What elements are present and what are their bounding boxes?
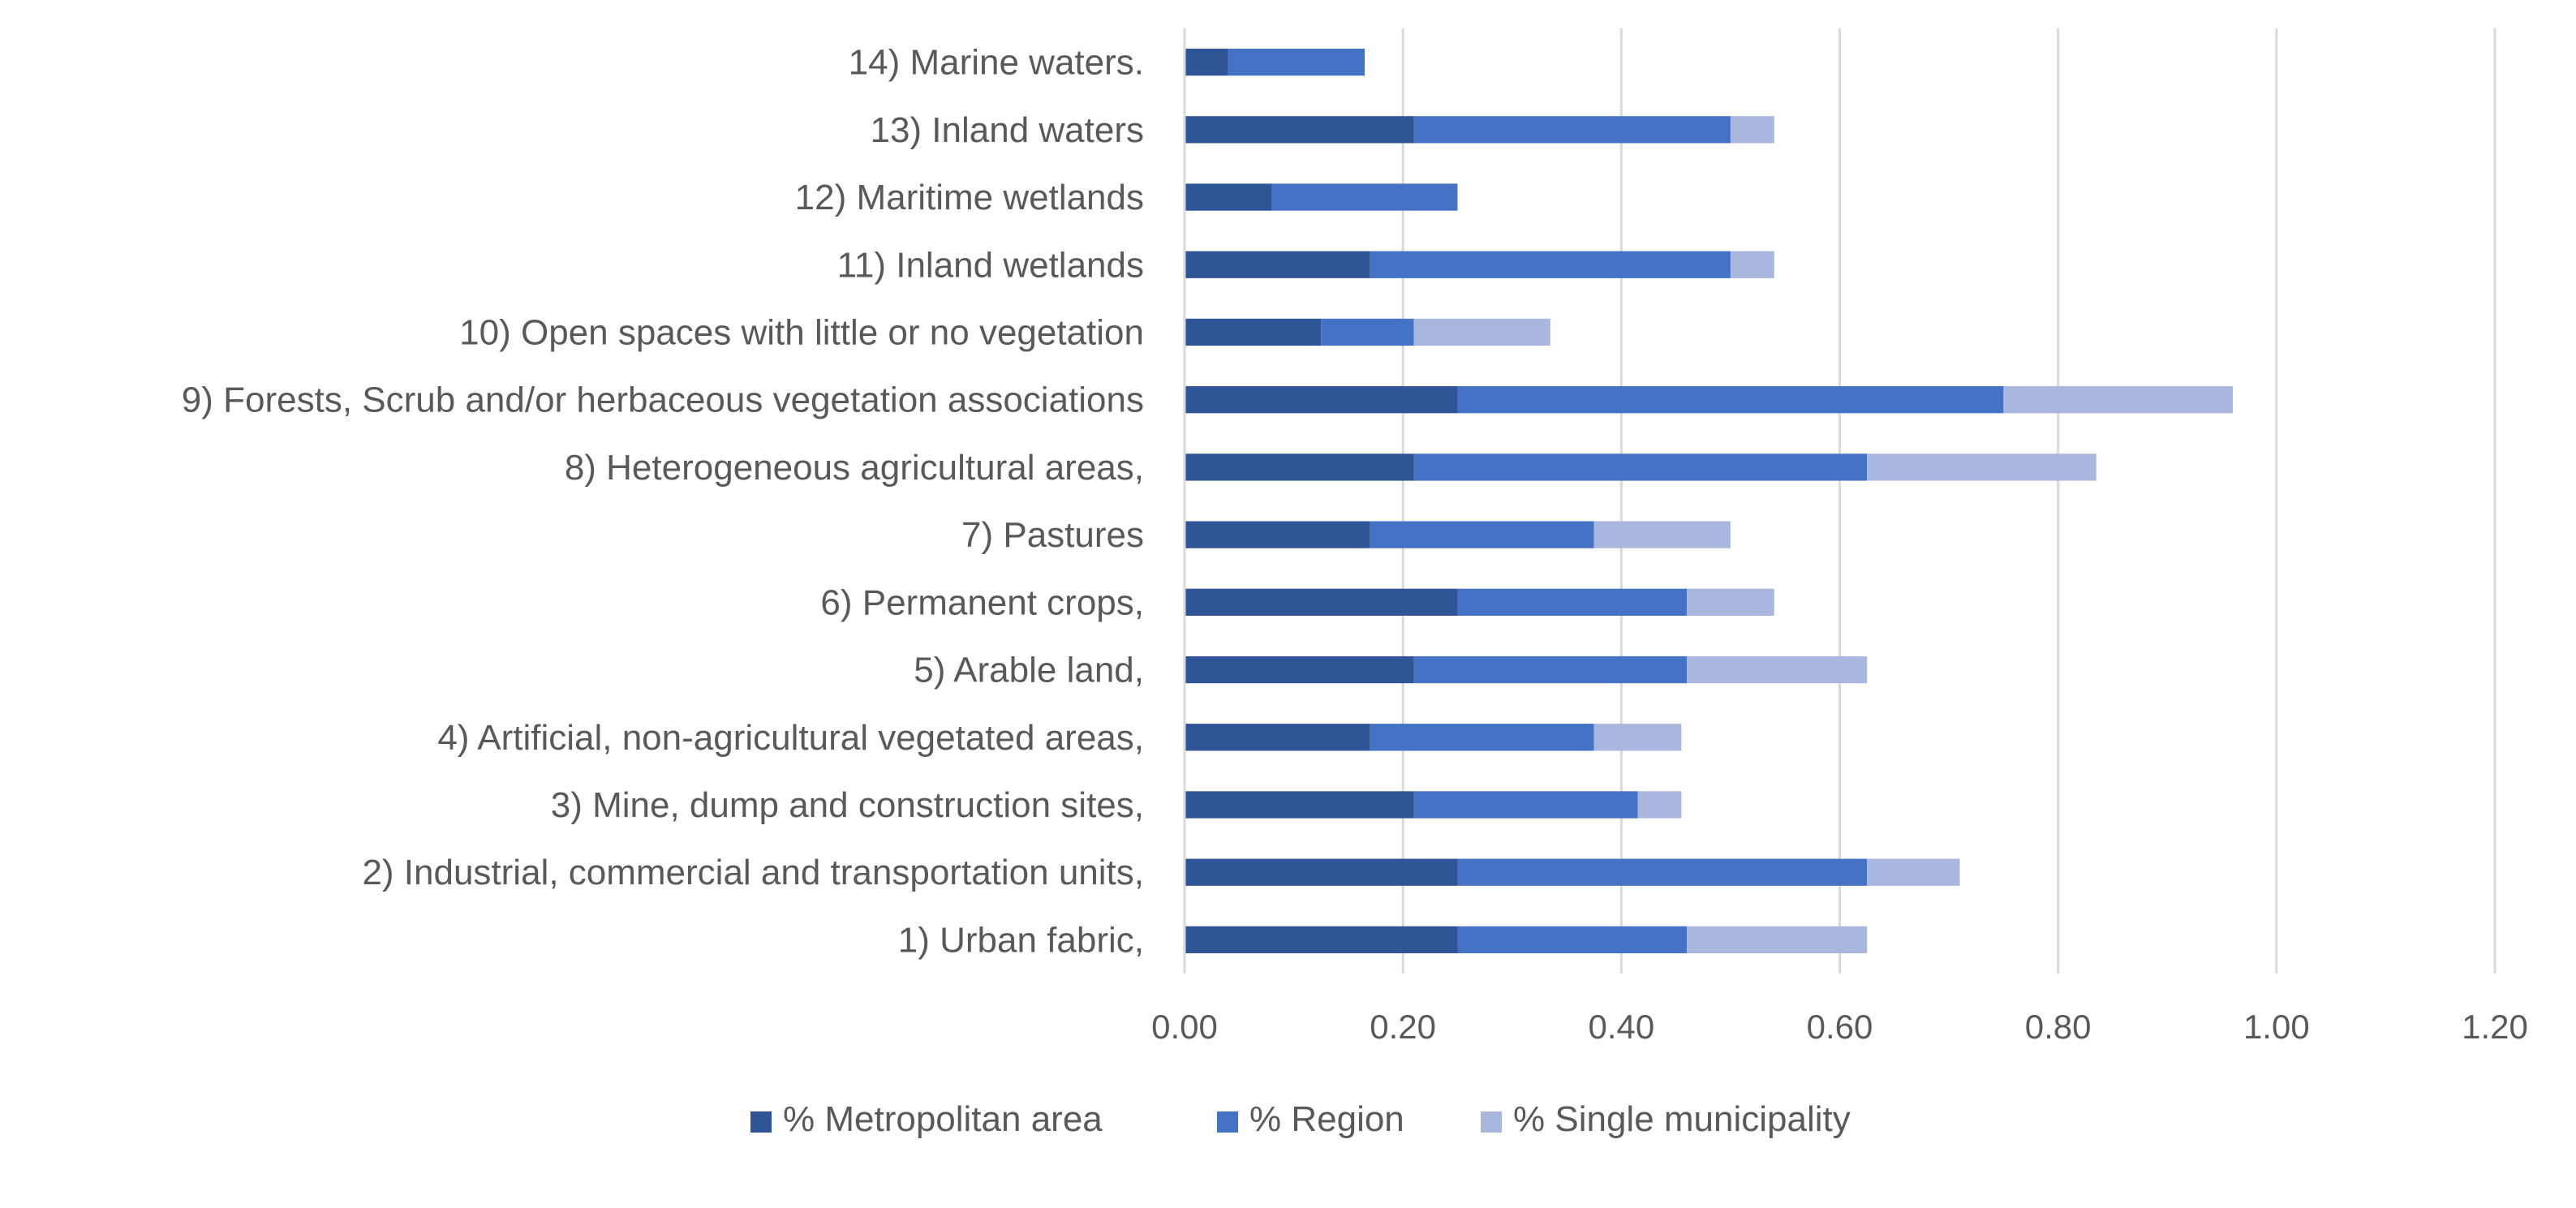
bar-segment-series-1 — [1185, 724, 1370, 751]
category-label: 6) Permanent crops, — [820, 583, 1144, 622]
bar-segment-series-2 — [1457, 858, 1868, 886]
bar-segment-series-3 — [1867, 454, 2096, 481]
bar-segment-series-3 — [2003, 386, 2233, 414]
bar-segment-series-1 — [1185, 251, 1370, 278]
category-label: 8) Heterogeneous agricultural areas, — [565, 448, 1144, 488]
legend-swatch — [750, 1111, 772, 1133]
bar-segment-series-1 — [1185, 318, 1322, 346]
bar-segment-series-2 — [1413, 656, 1688, 684]
category-label: 14) Marine waters. — [849, 43, 1144, 83]
bar-segment-series-2 — [1321, 318, 1414, 346]
category-label: 4) Artificial, non-agricultural vegetate… — [437, 718, 1144, 758]
category-label: 3) Mine, dump and construction sites, — [551, 785, 1144, 825]
legend-label: % Metropolitan area — [783, 1099, 1103, 1139]
x-tick-label: 0.60 — [1807, 1008, 1873, 1046]
category-label: 9) Forests, Scrub and/or herbaceous vege… — [182, 380, 1144, 420]
bar-segment-series-1 — [1185, 116, 1414, 144]
category-labels: 1) Urban fabric, 2) Industrial, commercia… — [182, 43, 1144, 961]
x-tick-label: 0.00 — [1151, 1008, 1218, 1046]
legend: % Metropolitan area % Region % Single muni… — [750, 1099, 1851, 1139]
category-label: 11) Inland wetlands — [837, 245, 1144, 285]
bar-segment-series-1 — [1185, 588, 1458, 616]
bar-segment-series-2 — [1457, 588, 1688, 616]
bar-segment-series-1 — [1185, 386, 1458, 414]
bar-segment-series-1 — [1185, 183, 1272, 211]
category-label: 5) Arable land, — [914, 651, 1144, 690]
bar-segment-series-3 — [1413, 318, 1550, 346]
category-label: 10) Open spaces with little or no vegeta… — [459, 312, 1144, 352]
bar-segment-series-3 — [1687, 926, 1868, 954]
bar-segment-series-2 — [1271, 183, 1458, 211]
bar-segment-series-3 — [1593, 521, 1731, 548]
bar-segment-series-3 — [1730, 251, 1774, 278]
x-tick-label: 1.00 — [2243, 1008, 2310, 1046]
x-tick-label: 1.20 — [2462, 1008, 2528, 1046]
bar-segment-series-3 — [1593, 724, 1682, 751]
legend-label: % Single municipality — [1513, 1099, 1851, 1139]
bar-segment-series-3 — [1637, 791, 1682, 819]
bar-segment-series-2 — [1370, 724, 1594, 751]
bar-segment-series-3 — [1687, 656, 1868, 684]
gridlines — [1401, 28, 2496, 974]
bar-segment-series-1 — [1185, 858, 1458, 886]
category-label: 13) Inland waters — [870, 110, 1144, 150]
x-tick-label: 0.20 — [1370, 1008, 1436, 1046]
bar-segment-series-2 — [1228, 48, 1365, 76]
bar-segment-series-1 — [1185, 454, 1414, 481]
x-tick-label: 0.40 — [1588, 1008, 1654, 1046]
bar-segment-series-2 — [1370, 251, 1731, 278]
bar-segment-series-3 — [1687, 588, 1774, 616]
legend-swatch — [1217, 1111, 1238, 1133]
bar-segment-series-2 — [1457, 926, 1688, 954]
x-tick-label: 0.80 — [2025, 1008, 2092, 1046]
x-tick-labels: 0.00 0.20 0.40 0.60 0.80 1.00 1.20 — [1151, 1008, 2528, 1046]
bar-segment-series-1 — [1185, 521, 1370, 548]
legend-swatch — [1481, 1111, 1502, 1133]
bar-segment-series-3 — [1867, 858, 1960, 886]
category-label: 7) Pastures — [961, 515, 1144, 555]
legend-label: % Region — [1249, 1099, 1404, 1139]
category-label: 2) Industrial, commercial and transporta… — [362, 853, 1144, 892]
bar-segment-series-1 — [1185, 791, 1414, 819]
bar-segment-series-1 — [1185, 926, 1458, 954]
category-label: 12) Maritime wetlands — [795, 178, 1144, 217]
bar-segment-series-1 — [1185, 656, 1414, 684]
bar-segment-series-3 — [1730, 116, 1774, 144]
bar-segment-series-2 — [1370, 521, 1594, 548]
bar-segment-series-2 — [1413, 116, 1731, 144]
bar-segment-series-2 — [1457, 386, 2004, 414]
bars — [1185, 48, 2233, 954]
bar-segment-series-2 — [1413, 454, 1868, 481]
bar-segment-series-2 — [1413, 791, 1638, 819]
bar-segment-series-1 — [1185, 48, 1228, 76]
category-label: 1) Urban fabric, — [898, 920, 1144, 960]
